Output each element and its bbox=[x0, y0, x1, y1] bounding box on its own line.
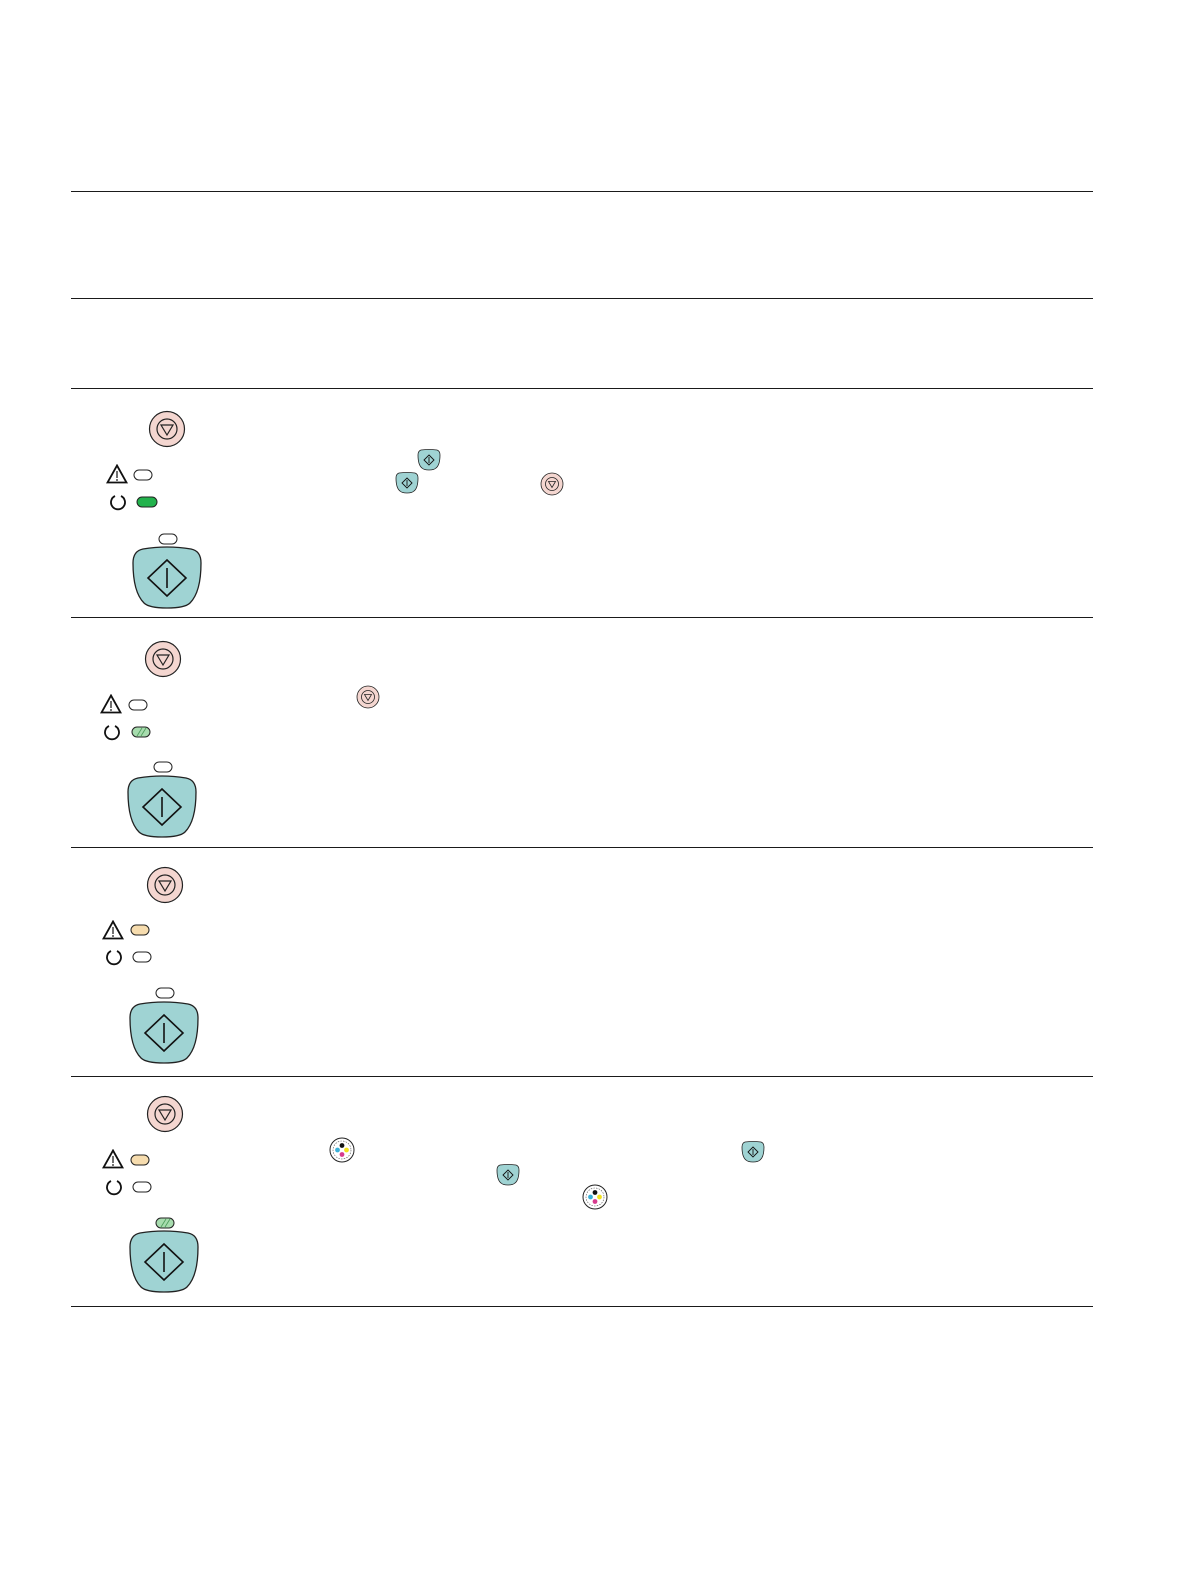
table-bottom-rule bbox=[71, 1306, 1093, 1307]
led-indicator bbox=[136, 496, 158, 508]
led-indicator bbox=[132, 951, 152, 963]
led-indicator bbox=[158, 533, 178, 545]
table-row-rule bbox=[71, 1076, 1093, 1077]
cancel-button-icon bbox=[540, 472, 564, 496]
led-indicator bbox=[132, 1181, 152, 1193]
cancel-button-icon bbox=[148, 410, 186, 448]
control-panel-illustration bbox=[71, 848, 231, 1076]
led-indicator bbox=[131, 726, 151, 738]
table-row bbox=[71, 848, 1093, 1076]
led-indicator bbox=[130, 924, 150, 936]
control-panel-illustration bbox=[71, 618, 231, 846]
cancel-button-icon bbox=[144, 640, 182, 678]
start-button-icon bbox=[129, 1001, 199, 1064]
control-panel-illustration bbox=[71, 1077, 231, 1305]
row-text-area bbox=[271, 1077, 1091, 1305]
start-button-icon bbox=[395, 472, 419, 494]
warning-triangle-icon bbox=[102, 1149, 124, 1169]
cancel-button-icon bbox=[356, 685, 380, 709]
start-button-icon bbox=[741, 1141, 765, 1163]
control-panel-illustration bbox=[71, 389, 231, 617]
cancel-button-icon bbox=[146, 866, 184, 904]
start-button-icon bbox=[496, 1164, 520, 1186]
start-button-icon bbox=[132, 546, 202, 609]
table-row-rule bbox=[71, 388, 1093, 389]
led-indicator bbox=[128, 699, 148, 711]
row-text-area bbox=[271, 848, 1091, 1076]
led-indicator bbox=[155, 1217, 175, 1229]
start-button-icon bbox=[127, 775, 197, 838]
warning-triangle-icon bbox=[100, 694, 122, 714]
power-icon bbox=[106, 1180, 122, 1196]
start-button-icon bbox=[417, 449, 441, 471]
power-icon bbox=[110, 495, 126, 511]
cartridge-icon bbox=[582, 1184, 608, 1210]
warning-triangle-icon bbox=[102, 920, 124, 940]
led-indicator bbox=[155, 987, 175, 999]
row-text-area bbox=[271, 618, 1091, 846]
table-header-rule bbox=[71, 298, 1093, 299]
cartridge-icon bbox=[329, 1137, 355, 1163]
row-text-area bbox=[271, 389, 1091, 617]
led-indicator bbox=[130, 1154, 150, 1166]
power-icon bbox=[106, 950, 122, 966]
table-row bbox=[71, 1077, 1093, 1305]
table-row bbox=[71, 389, 1093, 617]
table-row-rule bbox=[71, 847, 1093, 848]
power-icon bbox=[104, 725, 120, 741]
cancel-button-icon bbox=[146, 1095, 184, 1133]
warning-triangle-icon bbox=[106, 464, 128, 484]
table-top-rule bbox=[71, 191, 1093, 192]
led-indicator bbox=[133, 469, 153, 481]
table-row-rule bbox=[71, 617, 1093, 618]
table-row bbox=[71, 618, 1093, 846]
led-indicator bbox=[153, 761, 173, 773]
start-button-icon bbox=[129, 1230, 199, 1293]
